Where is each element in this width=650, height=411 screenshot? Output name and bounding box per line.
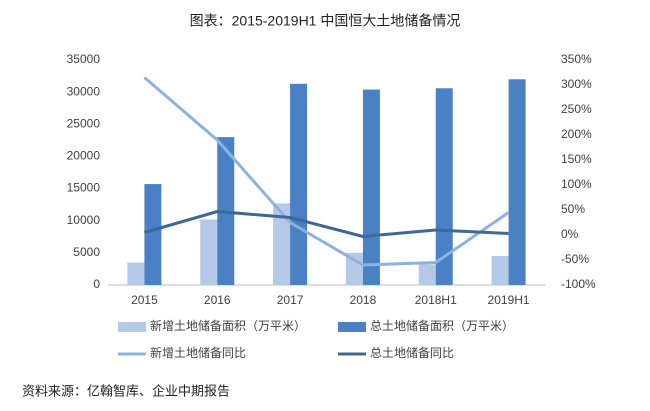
line	[144, 209, 509, 239]
line	[143, 76, 510, 267]
bar	[144, 184, 162, 285]
y2-tick-label: -50%	[561, 252, 589, 266]
legend-label: 总土地储备面积（万平米）	[370, 318, 514, 333]
x-tick-label: 2016	[204, 293, 231, 307]
x-tick-label: 2018	[350, 293, 377, 307]
x-tick-label: 2017	[277, 293, 304, 307]
bar	[418, 264, 436, 285]
y2-tick-label: 350%	[561, 52, 592, 66]
legend-label: 新增土地储备同比	[150, 345, 246, 360]
y2-tick-label: -100%	[561, 277, 596, 291]
y-tick-label: 20000	[67, 149, 101, 163]
legend-label: 新增土地储备面积（万平米）	[150, 318, 306, 333]
legend-swatch	[338, 322, 366, 332]
bar	[362, 89, 380, 285]
y-tick-label: 0	[93, 277, 100, 291]
y-tick-label: 15000	[67, 181, 101, 195]
x-tick-label: 2018H1	[415, 293, 457, 307]
y-tick-label: 35000	[67, 52, 101, 66]
y-tick-label: 25000	[67, 116, 101, 130]
y-tick-label: 5000	[73, 245, 100, 259]
bar	[127, 262, 145, 285]
y2-tick-label: 100%	[561, 177, 592, 191]
bar	[290, 83, 308, 286]
x-tick-label: 2015	[131, 293, 158, 307]
source: 资料来源：亿翰智库、企业中期报告	[22, 383, 230, 398]
y2-tick-label: 200%	[561, 127, 592, 141]
bar	[508, 79, 526, 286]
y-tick-label: 10000	[67, 213, 101, 227]
y2-tick-label: 300%	[561, 77, 592, 91]
legend-swatch	[118, 322, 146, 332]
bar	[491, 256, 509, 285]
y2-tick-label: 250%	[561, 102, 592, 116]
chart-title: 图表：2015-2019H1 中国恒大土地储备情况	[190, 13, 461, 29]
x-tick-label: 2019H1	[488, 293, 530, 307]
legend-label: 总土地储备同比	[370, 345, 454, 360]
y-tick-label: 30000	[67, 84, 101, 98]
bar	[435, 88, 453, 286]
y2-tick-label: 0%	[561, 227, 579, 241]
y2-tick-label: 50%	[561, 202, 585, 216]
bar	[273, 203, 291, 285]
bar	[200, 219, 218, 285]
y2-tick-label: 150%	[561, 152, 592, 166]
